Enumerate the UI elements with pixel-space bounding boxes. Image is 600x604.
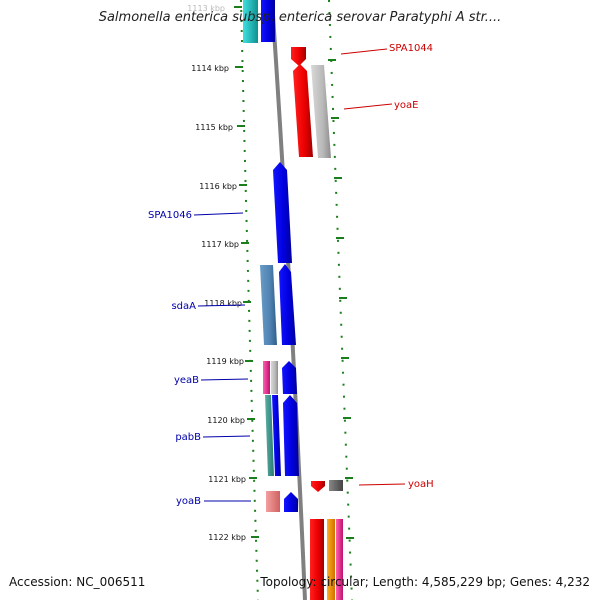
gene-feature[interactable]	[272, 395, 281, 476]
tick-label-1114: 1114 kbp	[191, 64, 229, 73]
gene-yoah[interactable]	[311, 481, 325, 492]
gene-feature[interactable]	[282, 361, 297, 394]
gene-feature[interactable]	[336, 519, 343, 600]
tick-label-1118: 1118 kbp	[204, 299, 242, 308]
gene-feature[interactable]	[263, 361, 270, 394]
map-title: Salmonella enterica subsp. enterica sero…	[98, 10, 502, 25]
leader-spa1044	[340, 48, 388, 55]
outer-ring-dotted	[240, 0, 259, 601]
leader-yeab	[200, 378, 249, 381]
label-yoab[interactable]: yoaB	[176, 496, 201, 507]
label-yoah[interactable]: yoaH	[408, 479, 434, 490]
gene-sdaa[interactable]	[260, 265, 277, 345]
tick-label-1120: 1120 kbp	[207, 416, 245, 425]
gene-feature[interactable]	[261, 0, 275, 42]
label-yeab[interactable]: yeaB	[174, 375, 199, 386]
leader-yoae	[343, 103, 393, 110]
scale-ticks	[234, 6, 354, 539]
gene-yoae[interactable]	[293, 64, 313, 157]
gene-feature[interactable]	[243, 0, 258, 43]
tick-label-1113: 1113 kbp	[187, 4, 225, 13]
leader-spa1046	[193, 212, 244, 216]
leader-yoah	[358, 483, 406, 486]
gene-spa1046[interactable]	[273, 162, 292, 263]
tick-label-1121: 1121 kbp	[208, 475, 246, 484]
gene-spa1044[interactable]	[291, 47, 306, 66]
gene-feature[interactable]	[311, 65, 331, 158]
gene-yoab[interactable]	[266, 491, 280, 512]
genome-summary-text: Topology: circular; Length: 4,585,229 bp…	[260, 575, 590, 589]
gene-feature[interactable]	[327, 519, 335, 600]
tick-label-1122: 1122 kbp	[208, 533, 246, 542]
gene-yeab[interactable]	[271, 361, 278, 394]
tick-label-1116: 1116 kbp	[199, 182, 237, 191]
label-pabb[interactable]: pabB	[175, 432, 201, 443]
label-spa1046[interactable]: SPA1046	[148, 210, 192, 221]
accession-text: Accession: NC_006511	[9, 575, 146, 589]
gene-features	[243, 0, 343, 600]
gene-feature[interactable]	[279, 264, 296, 345]
leader-pabb	[202, 435, 251, 438]
tick-label-1117: 1117 kbp	[201, 240, 239, 249]
tick-label-1115: 1115 kbp	[195, 123, 233, 132]
leader-sdaa	[197, 304, 246, 307]
gene-pabb[interactable]	[265, 395, 274, 476]
inner-ring-dotted	[328, 0, 353, 601]
label-sdaa[interactable]: sdaA	[171, 301, 196, 312]
gene-feature[interactable]	[283, 395, 299, 476]
label-spa1044[interactable]: SPA1044	[389, 43, 433, 54]
gene-feature[interactable]	[310, 519, 324, 600]
gene-feature[interactable]	[284, 492, 298, 512]
gene-feature[interactable]	[329, 480, 343, 491]
label-yoae[interactable]: yoaE	[394, 100, 418, 111]
tick-label-1119: 1119 kbp	[206, 357, 244, 366]
